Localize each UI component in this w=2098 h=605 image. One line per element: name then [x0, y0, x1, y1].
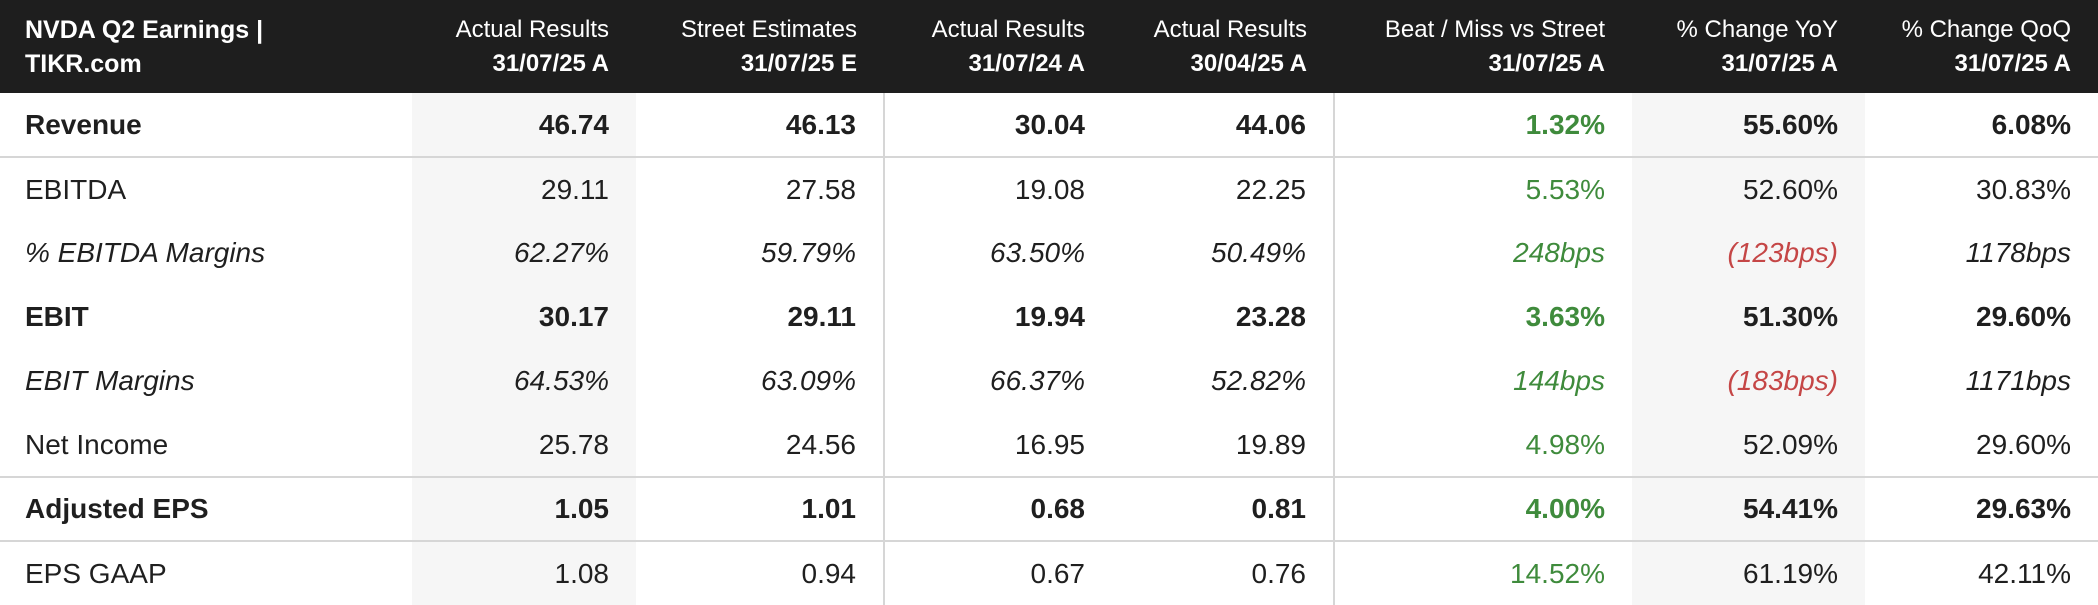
cell-change-qoq: 6.08%	[1991, 108, 2071, 140]
cell-street-estimate: 29.11	[636, 285, 885, 349]
row-label: EBITDA	[0, 156, 412, 221]
cell-actual-current: 25.78	[412, 413, 636, 477]
cell-actual-prior-quarter: 23.28	[1112, 285, 1335, 349]
cell-change-qoq: 29.63%	[1865, 476, 2098, 541]
row-label: EBIT Margins	[25, 365, 195, 396]
table-row-ebitda-margins: % EBITDA Margins 62.27% 59.79% 63.50% 50…	[0, 221, 2098, 285]
table-row-eps-gaap: EPS GAAP 1.08 0.94 0.67 0.76 14.52% 61.1…	[0, 540, 2098, 605]
cell-actual-prior-quarter: 22.25	[1112, 156, 1335, 221]
cell-actual-prior-quarter: 50.49%	[1112, 221, 1335, 285]
cell-actual-prior-year: 66.37%	[990, 365, 1085, 396]
table-row-net-income: Net Income 25.78 24.56 16.95 19.89 4.98%…	[0, 413, 2098, 477]
cell-street-estimate: 46.13	[636, 93, 885, 157]
cell-change-yoy: 61.19%	[1632, 540, 1865, 605]
cell-actual-prior-year: 16.95	[1014, 428, 1085, 460]
row-label: Adjusted EPS	[0, 476, 412, 541]
cell-actual-current: 62.27%	[412, 221, 636, 285]
cell-change-yoy: 52.60%	[1632, 156, 1865, 221]
cell-change-yoy: (183bps)	[1632, 349, 1865, 413]
table-header-row: NVDA Q2 Earnings | TIKR.com Actual Resul…	[0, 0, 2098, 93]
cell-street-estimate: 27.58	[636, 156, 885, 221]
table-row-ebit: EBIT 30.17 29.11 19.94 23.28 3.63% 51.30…	[0, 285, 2098, 349]
cell-street-estimate: 24.56	[636, 413, 885, 477]
cell-actual-prior-quarter: 19.89	[1112, 413, 1335, 477]
column-header-street-estimates: Street Estimates 31/07/25 E	[636, 0, 884, 93]
cell-actual-prior-quarter: 0.76	[1112, 540, 1335, 605]
cell-actual-current: 29.11	[412, 156, 636, 221]
cell-beat-miss: 5.53%	[1334, 156, 1632, 221]
cell-beat-miss: 14.52%	[1334, 540, 1632, 605]
cell-street-estimate: 59.79%	[636, 221, 885, 285]
row-label: Revenue	[25, 108, 142, 140]
cell-change-yoy: 54.41%	[1632, 476, 1865, 541]
cell-actual-current: 1.05	[412, 476, 636, 541]
cell-change-yoy: 51.30%	[1632, 285, 1865, 349]
row-label: % EBITDA Margins	[25, 237, 266, 268]
cell-change-qoq: 29.60%	[1976, 428, 2071, 460]
cell-street-estimate: 1.01	[636, 476, 885, 541]
column-header-actual-current: Actual Results 31/07/25 A	[412, 0, 636, 93]
cell-actual-prior-year: 0.68	[884, 476, 1112, 541]
cell-change-qoq: 1171bps	[1965, 365, 2071, 396]
cell-beat-miss: 4.00%	[1334, 476, 1632, 541]
cell-actual-current: 30.17	[412, 285, 636, 349]
cell-change-qoq: 1178bps	[1965, 237, 2071, 268]
cell-change-qoq: 29.60%	[1976, 301, 2071, 332]
table-row-ebitda: EBITDA 29.11 27.58 19.08 22.25 5.53% 52.…	[0, 156, 2098, 221]
cell-actual-current: 1.08	[412, 540, 636, 605]
column-header-actual-prior-year: Actual Results 31/07/24 A	[884, 0, 1112, 93]
row-label: EPS GAAP	[0, 540, 412, 605]
cell-actual-prior-quarter: 0.81	[1112, 476, 1335, 541]
table-row-adjusted-eps: Adjusted EPS 1.05 1.01 0.68 0.81 4.00% 5…	[0, 476, 2098, 541]
cell-actual-prior-year: 19.94	[1014, 301, 1085, 332]
column-header-actual-prior-quarter: Actual Results 30/04/25 A	[1112, 0, 1334, 93]
cell-actual-prior-quarter: 52.82%	[1112, 349, 1335, 413]
table-row-revenue: Revenue 46.74 46.13 30.04 44.06 1.32% 55…	[0, 93, 2098, 157]
cell-change-qoq: 30.83%	[1865, 156, 2098, 221]
table-title: NVDA Q2 Earnings | TIKR.com	[0, 0, 412, 93]
cell-beat-miss: 4.98%	[1525, 428, 1605, 460]
column-header-change-yoy: % Change YoY 31/07/25 A	[1632, 0, 1865, 93]
cell-beat-miss: 1.32%	[1525, 108, 1605, 140]
table-row-ebit-margins: EBIT Margins 64.53% 63.09% 66.37% 52.82%…	[0, 349, 2098, 413]
cell-actual-current: 64.53%	[412, 349, 636, 413]
cell-beat-miss: 144bps	[1513, 365, 1605, 396]
cell-beat-miss: 3.63%	[1525, 301, 1605, 332]
cell-actual-prior-year: 30.04	[1014, 108, 1085, 140]
cell-change-yoy: 55.60%	[1632, 93, 1865, 157]
cell-actual-current: 46.74	[412, 93, 636, 157]
row-label: EBIT	[25, 301, 89, 332]
cell-actual-prior-year: 19.08	[884, 156, 1112, 221]
cell-change-yoy: (123bps)	[1632, 221, 1865, 285]
cell-street-estimate: 63.09%	[636, 349, 885, 413]
cell-actual-prior-year: 63.50%	[990, 237, 1085, 268]
column-header-change-qoq: % Change QoQ 31/07/25 A	[1865, 0, 2098, 93]
row-label: Net Income	[25, 428, 169, 460]
cell-actual-prior-quarter: 44.06	[1112, 93, 1335, 157]
cell-street-estimate: 0.94	[636, 540, 885, 605]
cell-change-qoq: 42.11%	[1865, 540, 2098, 605]
column-header-beat-miss: Beat / Miss vs Street 31/07/25 A	[1334, 0, 1632, 93]
cell-change-yoy: 52.09%	[1632, 413, 1865, 477]
cell-actual-prior-year: 0.67	[884, 540, 1112, 605]
cell-beat-miss: 248bps	[1513, 237, 1605, 268]
